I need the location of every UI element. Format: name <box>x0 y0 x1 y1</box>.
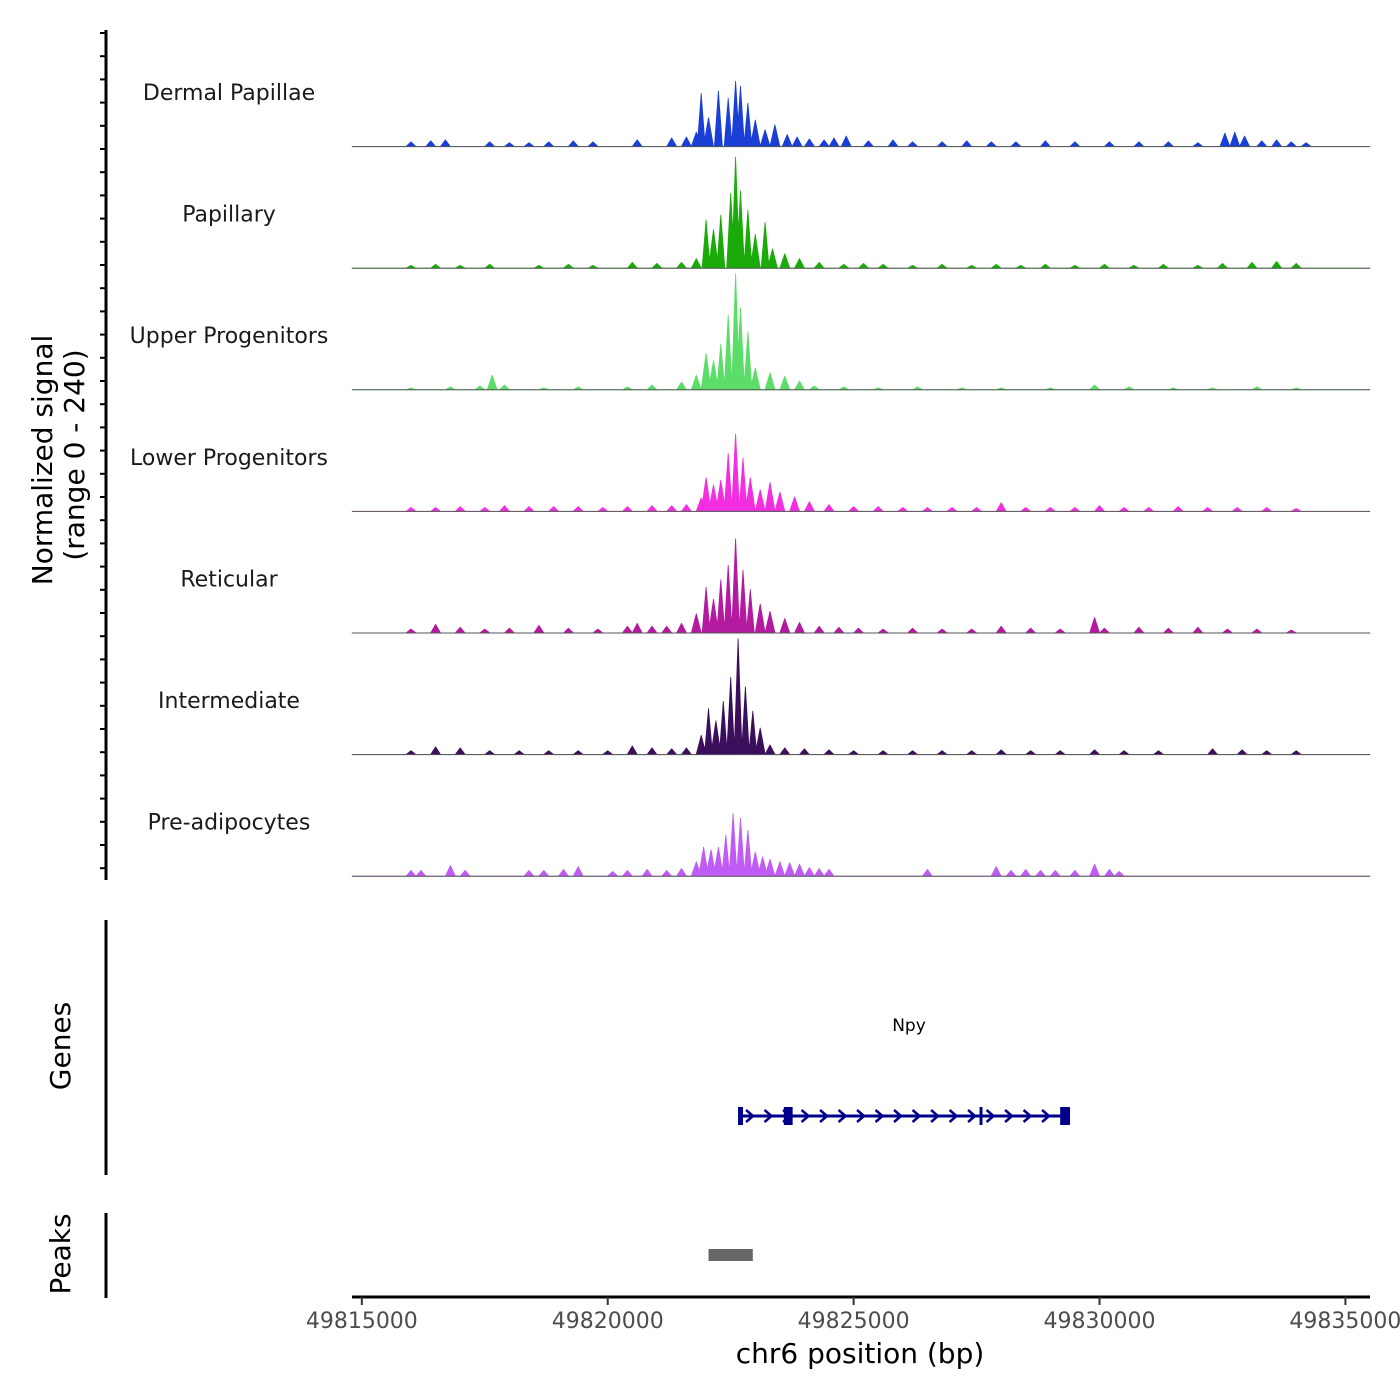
track-label-lower-progenitors: Lower Progenitors <box>130 446 328 471</box>
track-reticular: Reticular <box>180 538 1371 634</box>
x-tick-label: 49820000 <box>552 1309 664 1334</box>
track-upper-progenitors: Upper Progenitors <box>130 273 1371 391</box>
strand-arrow <box>1022 1109 1033 1123</box>
track-lower-progenitors: Lower Progenitors <box>130 433 1371 512</box>
gene-exon <box>783 1107 793 1125</box>
track-label-upper-progenitors: Upper Progenitors <box>130 324 329 349</box>
strand-arrow <box>930 1109 940 1123</box>
coverage-y-ticks <box>100 32 106 870</box>
x-tick-label: 49830000 <box>1044 1309 1156 1334</box>
peak-track <box>708 1249 753 1261</box>
signal-area-intermediate <box>351 638 1371 755</box>
track-dermal-papillae: Dermal Papillae <box>143 80 1371 148</box>
strand-arrow <box>1004 1109 1014 1123</box>
x-tick-label: 49825000 <box>798 1309 910 1334</box>
genes-track-label: Genes <box>44 1002 77 1090</box>
track-label-reticular: Reticular <box>180 567 278 592</box>
track-label-intermediate: Intermediate <box>158 689 300 714</box>
track-label-papillary: Papillary <box>182 203 276 228</box>
y-axis-subtitle: (range 0 - 240) <box>58 349 91 560</box>
track-pre-adipocytes: Pre-adipocytes <box>148 811 1371 877</box>
signal-area-papillary <box>351 156 1371 269</box>
x-tick-label: 49835000 <box>1289 1309 1400 1334</box>
strand-arrow <box>911 1109 922 1123</box>
track-label-pre-adipocytes: Pre-adipocytes <box>148 811 311 836</box>
strand-arrow <box>837 1109 848 1123</box>
peaks-track-label: Peaks <box>44 1213 77 1294</box>
strand-arrow <box>800 1109 811 1123</box>
x-axis-ticks: 49815000 49820000 49825000 49830000 49835000 <box>306 1297 1400 1334</box>
signal-area-dermal-papillae <box>351 80 1371 147</box>
track-label-dermal-papillae: Dermal Papillae <box>143 81 315 106</box>
strand-arrow <box>763 1109 774 1123</box>
peak-region <box>708 1249 753 1261</box>
signal-area-lower-progenitors <box>351 433 1371 512</box>
signal-area-pre-adipocytes <box>351 813 1371 877</box>
strand-arrow <box>819 1109 829 1123</box>
gene-exon <box>1060 1107 1071 1125</box>
gene-exon <box>738 1107 743 1125</box>
strand-arrow <box>893 1109 903 1123</box>
strand-arrow <box>948 1109 959 1123</box>
coverage-tracks: Dermal Papillae Papillary Upper Progenitor… <box>130 80 1371 877</box>
gene-exon <box>979 1107 983 1125</box>
strand-arrow <box>1041 1109 1051 1123</box>
strand-arrow <box>856 1109 866 1123</box>
x-tick-label: 49815000 <box>306 1309 418 1334</box>
strand-arrow <box>745 1109 755 1123</box>
strand-arrow <box>967 1109 977 1123</box>
signal-area-reticular <box>351 538 1371 634</box>
gene-model-npy <box>738 1107 1071 1125</box>
gene-track: Npy <box>738 1016 1071 1125</box>
strand-arrow <box>985 1109 996 1123</box>
gene-label-npy: Npy <box>892 1016 926 1036</box>
signal-area-upper-progenitors <box>351 273 1371 391</box>
x-axis-title: chr6 position (bp) <box>736 1337 985 1370</box>
y-axis-title: Normalized signal <box>26 335 59 586</box>
track-intermediate: Intermediate <box>158 638 1371 756</box>
strand-arrow <box>874 1109 885 1123</box>
track-papillary: Papillary <box>182 156 1371 269</box>
